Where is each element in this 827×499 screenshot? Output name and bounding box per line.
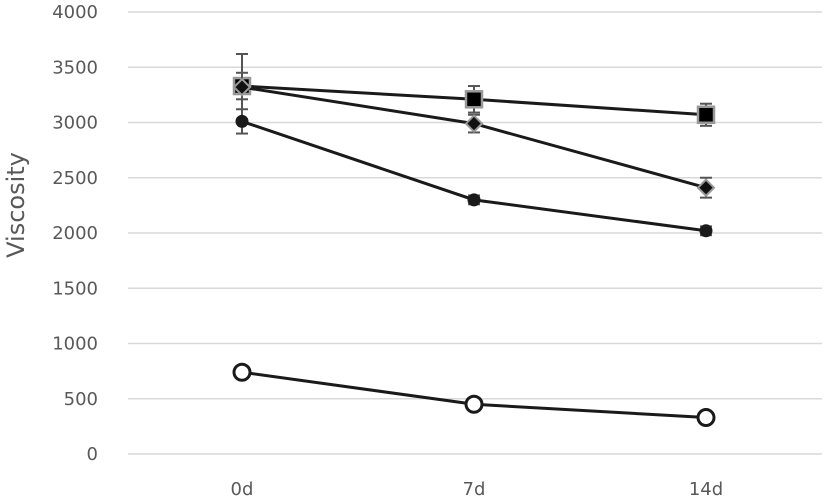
series-circle-filled (235, 108, 713, 238)
series-circle-open (232, 362, 716, 428)
x-tick-label: 0d (231, 479, 254, 499)
x-tick-label: 7d (463, 479, 486, 499)
y-tick-label: 0 (87, 444, 98, 465)
data-point-square (696, 105, 716, 125)
data-point-open-circle (464, 394, 484, 414)
data-point-diamond (696, 178, 716, 198)
y-axis-title: Viscosity (2, 152, 30, 258)
y-tick-label: 1500 (52, 278, 98, 299)
y-tick-label: 4000 (52, 2, 98, 23)
y-tick-label: 3000 (52, 113, 98, 134)
data-point-diamond (464, 114, 484, 134)
data-point-circle (467, 193, 481, 207)
data-point-diamond (232, 77, 252, 97)
series-diamond (232, 52, 716, 199)
data-point-circle (699, 224, 713, 238)
data-point-square (464, 90, 484, 109)
y-tick-label: 2000 (52, 223, 98, 244)
x-tick-label: 14d (689, 479, 723, 499)
data-point-open-circle (232, 362, 252, 382)
y-tick-label: 2500 (52, 168, 98, 189)
y-tick-label: 500 (64, 389, 98, 410)
data-point-circle (235, 114, 249, 128)
y-tick-label: 1000 (52, 334, 98, 355)
series-line (241, 119, 707, 233)
x-axis-tick-labels: 0d 7d 14d (231, 479, 724, 499)
series-group (232, 52, 716, 428)
y-tick-label: 3500 (52, 57, 98, 78)
gridlines (128, 11, 822, 455)
y-axis-tick-labels: 0 500 1000 1500 2000 2500 3000 3500 4000 (52, 2, 98, 465)
data-point-open-circle (696, 408, 716, 428)
